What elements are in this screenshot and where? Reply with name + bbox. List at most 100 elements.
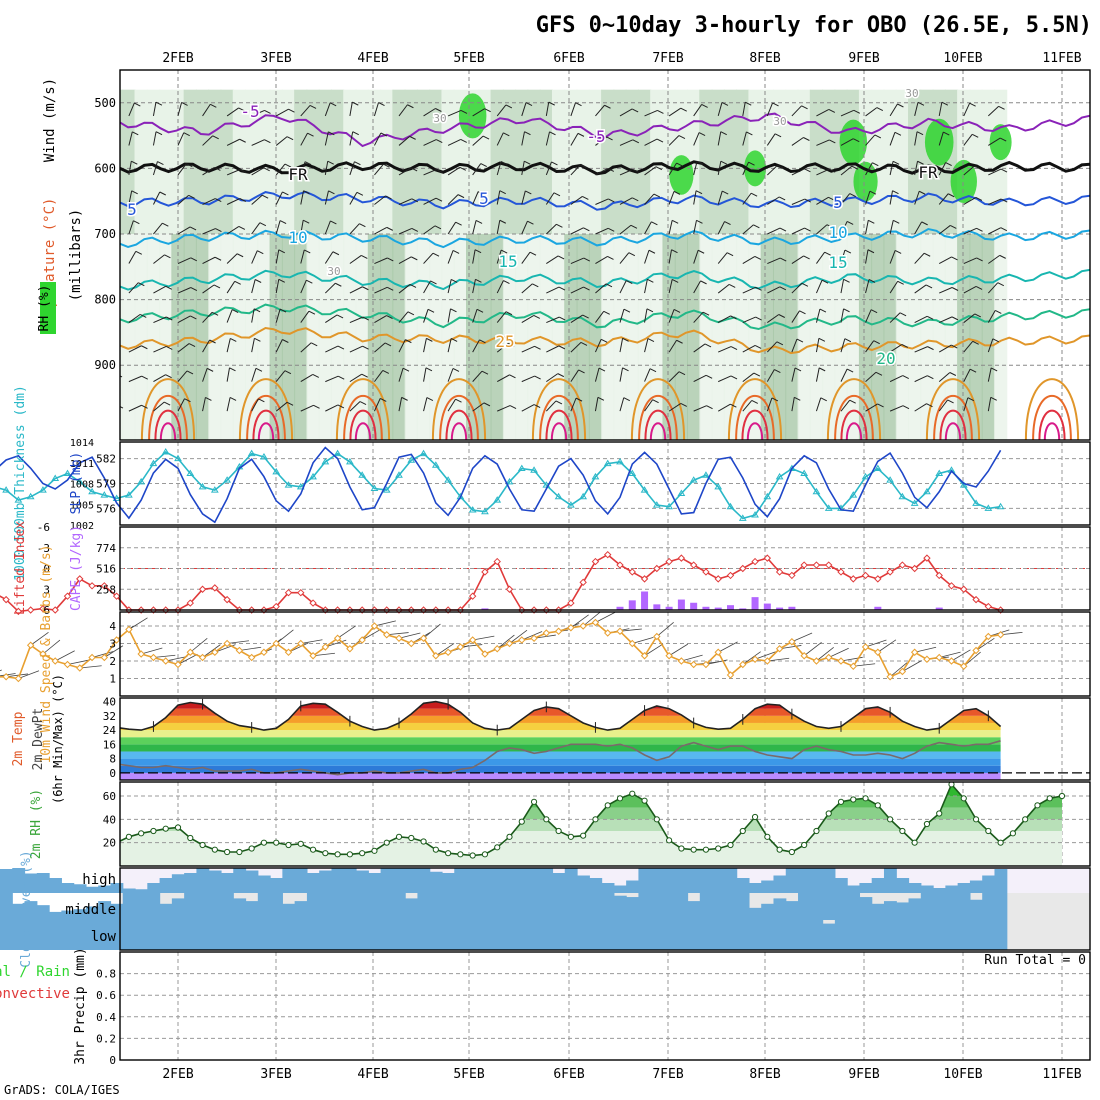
wind-barb [229,397,237,401]
wind-barb [914,375,928,383]
wind-barb [87,192,93,195]
wind-barb [374,370,384,382]
wind-speed-point [39,650,47,658]
wind-barb [373,102,379,117]
thickness-point [75,477,84,485]
wind-barb [31,227,43,234]
thickness-point [652,501,661,508]
wind-barb [742,102,746,117]
cloud-high-bar [159,878,173,893]
rh-point [530,798,538,805]
wind-10m-barb [570,614,589,629]
cloud-low-bar [343,920,357,950]
wind-barb [865,371,877,382]
wind-barb [521,131,525,146]
wind-barb [251,109,265,117]
rh-point [211,846,218,853]
wind-barb [829,139,836,144]
cloud-high-bar [466,868,480,893]
cloud-high-bar [724,868,738,893]
wind-barb [202,135,214,146]
wind-barb [112,134,118,137]
wind-barb [657,109,664,114]
wind-barb [583,227,590,232]
wind-barb [300,280,307,294]
wind-barb [13,104,19,107]
wind-speed-point [321,643,330,651]
wind-barb [152,161,158,176]
wind-barb [987,367,992,382]
wind-barb [521,221,528,235]
cloud-high-bar [98,885,112,893]
wind-barb [362,345,369,350]
cloud-middle-bar [282,903,296,920]
wind-barb [447,308,451,323]
wind-barb [226,198,240,205]
wind-barb [693,343,706,353]
wind-barb [575,397,583,402]
wind-barb [951,287,959,291]
rh-point [199,841,206,849]
wind-barb [34,339,40,342]
wind-barb [549,131,556,136]
rh-point [543,816,550,823]
wind-barb [104,191,107,205]
cloud-high-bar [834,878,848,893]
wind-speed-point [223,639,231,648]
rh-point [751,813,759,821]
thickness-point [149,459,158,467]
cloud-middle-bar [0,893,13,920]
wind-barb [80,309,83,323]
wind-barb [876,107,884,112]
wind-barb [626,280,633,284]
wind-barb [668,220,673,235]
wind-barb [480,163,487,167]
rh-point [911,839,918,846]
cloud-middle-bar [61,910,75,920]
temp-band [120,708,1001,716]
wind-barb [91,137,97,140]
wind-barb [337,345,345,350]
cloud-high-bar [49,878,62,893]
rh-point [432,846,439,853]
rh-shade [355,234,369,440]
wind-10m-barb [30,632,49,646]
cloud-middle-bar [491,893,504,920]
cloud-middle-bar [356,893,369,920]
wind-speed-point [137,650,145,658]
wind-barb [778,196,786,201]
rh-shade [772,89,787,235]
wind-barb [816,251,826,264]
cloud-middle-bar [785,901,799,920]
wind-10m-barb [386,632,409,636]
rh-point [997,839,1004,846]
wind-barb [324,251,334,264]
wind-barb [595,198,609,205]
isotherm-15 [120,268,1090,291]
wind-barb [963,257,977,264]
lifted-index-point [112,592,121,600]
cape-bar [665,606,673,610]
cloud-low-bar [405,920,419,950]
wind-barb [742,400,753,412]
wind-barb [374,315,387,324]
wind-barb [188,343,196,347]
wind-barb [303,190,310,195]
wind-barb [651,221,658,226]
rh-shade [748,234,762,440]
wind-barb [33,368,39,371]
dewpoint-2m-line [120,740,1001,776]
wind-10m-barb [141,647,163,655]
cloud-low-bar [122,920,136,950]
warm-isotherm-loop [933,395,973,440]
wind-barb [892,160,900,165]
wind-barb [693,132,700,146]
wind-barb [791,367,796,382]
rh-shade [613,89,627,235]
cloud-high-bar [871,878,885,893]
wind-barb [521,375,535,383]
wind-barb [791,255,804,264]
wind-barb [202,228,216,235]
lifted-index-point [284,589,293,597]
